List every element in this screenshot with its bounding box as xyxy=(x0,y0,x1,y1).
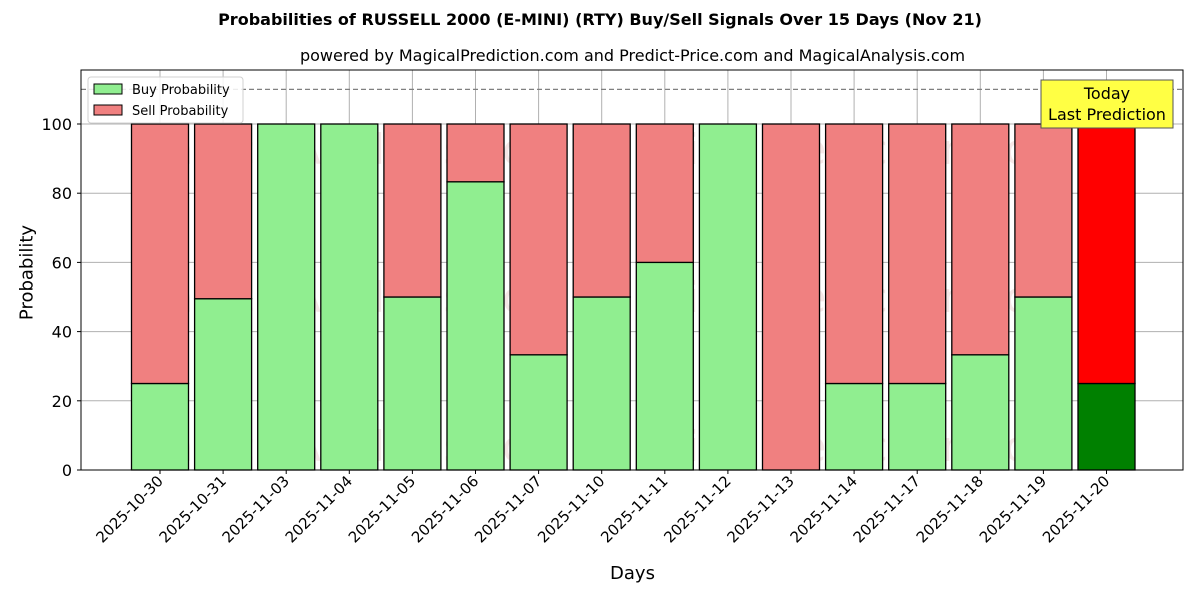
sell-bar[interactable] xyxy=(193,123,253,300)
svg-text:Last Prediction: Last Prediction xyxy=(1048,105,1166,124)
x-tick-label: 2025-11-17 xyxy=(850,472,924,546)
x-tick-label: 2025-11-03 xyxy=(219,472,293,546)
buy-bar[interactable] xyxy=(320,123,379,471)
x-tick-label: 2025-11-20 xyxy=(1039,472,1113,546)
sell-bar[interactable] xyxy=(635,123,694,264)
x-tick-label: 2025-11-13 xyxy=(723,472,797,546)
buy-bar[interactable] xyxy=(951,354,1010,471)
y-tick-label: 20 xyxy=(52,392,72,411)
x-tick-label: 2025-11-18 xyxy=(913,472,987,546)
chart-title: Probabilities of RUSSELL 2000 (E-MINI) (… xyxy=(218,10,982,29)
sell-bar[interactable] xyxy=(383,123,442,298)
x-tick-label: 2025-10-31 xyxy=(156,472,230,546)
sell-bar[interactable] xyxy=(1014,123,1073,298)
sell-bar[interactable] xyxy=(761,123,821,471)
y-tick-label: 60 xyxy=(52,253,72,272)
sell-bar[interactable] xyxy=(824,123,884,385)
sell-bar[interactable] xyxy=(446,123,505,183)
x-tick-label: 2025-11-10 xyxy=(534,472,608,546)
buy-bar[interactable] xyxy=(888,382,947,471)
y-tick-label: 40 xyxy=(52,323,72,342)
x-tick-label: 2025-11-04 xyxy=(282,472,356,546)
sell-bar[interactable] xyxy=(509,123,568,356)
x-tick-label: 2025-11-19 xyxy=(976,472,1050,546)
x-tick-label: 2025-11-06 xyxy=(408,472,482,546)
buy-bar[interactable] xyxy=(1077,382,1136,471)
chart-subtitle: powered by MagicalPrediction.com and Pre… xyxy=(299,46,966,65)
buy-bar[interactable] xyxy=(509,354,568,471)
x-tick-label: 2025-11-07 xyxy=(471,472,545,546)
buy-bar[interactable] xyxy=(257,123,316,471)
buy-bar[interactable] xyxy=(130,382,190,471)
buy-bar[interactable] xyxy=(383,296,442,471)
today-annotation: Today Last Prediction xyxy=(1040,79,1174,129)
buy-bar[interactable] xyxy=(824,382,884,471)
sell-bar[interactable] xyxy=(1077,123,1136,385)
buy-bar[interactable] xyxy=(572,296,631,471)
sell-bar[interactable] xyxy=(130,123,190,385)
buy-bar[interactable] xyxy=(698,123,758,471)
legend-label: Sell Probability xyxy=(132,104,229,119)
plot-frame xyxy=(80,69,1184,471)
x-axis-label: Days xyxy=(610,563,655,584)
y-tick-label: 0 xyxy=(62,461,72,480)
sell-bar[interactable] xyxy=(572,123,631,298)
sell-bar[interactable] xyxy=(888,123,947,385)
legend-swatch xyxy=(93,83,123,95)
y-tick-label: 80 xyxy=(52,184,72,203)
svg-text:Today: Today xyxy=(1083,84,1130,103)
y-tick-label: 100 xyxy=(41,115,72,134)
buy-bar[interactable] xyxy=(446,181,505,471)
x-tick-label: 2025-11-11 xyxy=(597,472,671,546)
legend-label: Buy Probability xyxy=(132,83,230,98)
legend: Buy Probability Sell Probability xyxy=(87,76,244,124)
buy-bar[interactable] xyxy=(635,261,694,471)
x-tick-label: 2025-10-30 xyxy=(92,472,166,546)
sell-bar[interactable] xyxy=(951,123,1010,356)
x-tick-label: 2025-11-14 xyxy=(787,472,861,546)
buy-bar[interactable] xyxy=(193,298,253,471)
legend-swatch xyxy=(93,104,123,116)
x-tick-label: 2025-11-05 xyxy=(345,472,419,546)
buy-bar[interactable] xyxy=(1014,296,1073,471)
x-tick-label: 2025-11-12 xyxy=(660,472,734,546)
